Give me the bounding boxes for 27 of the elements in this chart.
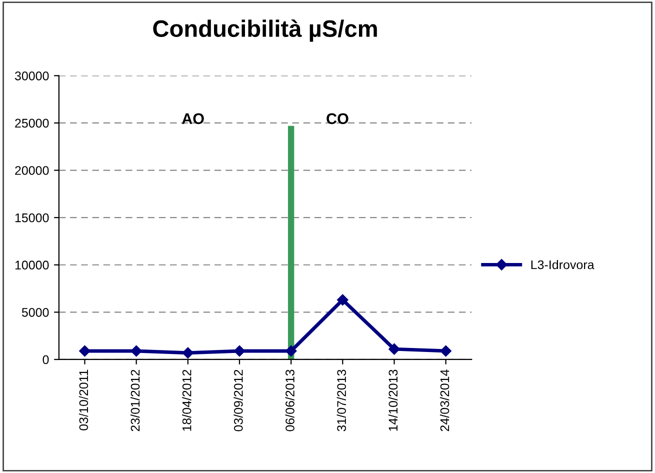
y-tick-label: 20000 (15, 166, 49, 175)
y-tick-label: 15000 (15, 213, 49, 222)
point (285, 345, 297, 357)
y-tick-label: 0 (42, 355, 49, 364)
point (440, 345, 452, 357)
x-tick-label: 14/10/2013 (388, 370, 398, 431)
y-tick-label: 5000 (22, 308, 49, 317)
x-tick-label: 23/01/2012 (130, 370, 140, 432)
x-tick-label: 06/06/2013 (285, 370, 294, 432)
y-tick-label: 10000 (15, 260, 49, 270)
point (182, 347, 194, 358)
y-tick-label: 30000 (14, 71, 49, 80)
x-tick-label: 03/10/2011 (78, 370, 88, 430)
x-tick-label: 18/04/2012 (182, 370, 192, 431)
point (337, 294, 348, 306)
point (388, 343, 400, 355)
point (234, 345, 246, 357)
x-tick-label: 03/09/2012 (234, 370, 243, 432)
annotation: CO (326, 113, 348, 124)
legend-label: L3-Idrovora (531, 260, 594, 270)
point (79, 345, 90, 357)
chart-title: Conducibilità µS/cm (153, 19, 377, 42)
annotation: AO (182, 113, 204, 124)
y-tick-label: 25000 (15, 118, 49, 128)
x-tick-label: 31/07/2013 (336, 370, 346, 432)
point (130, 345, 142, 357)
x-tick-label: 24/03/2014 (440, 370, 450, 432)
